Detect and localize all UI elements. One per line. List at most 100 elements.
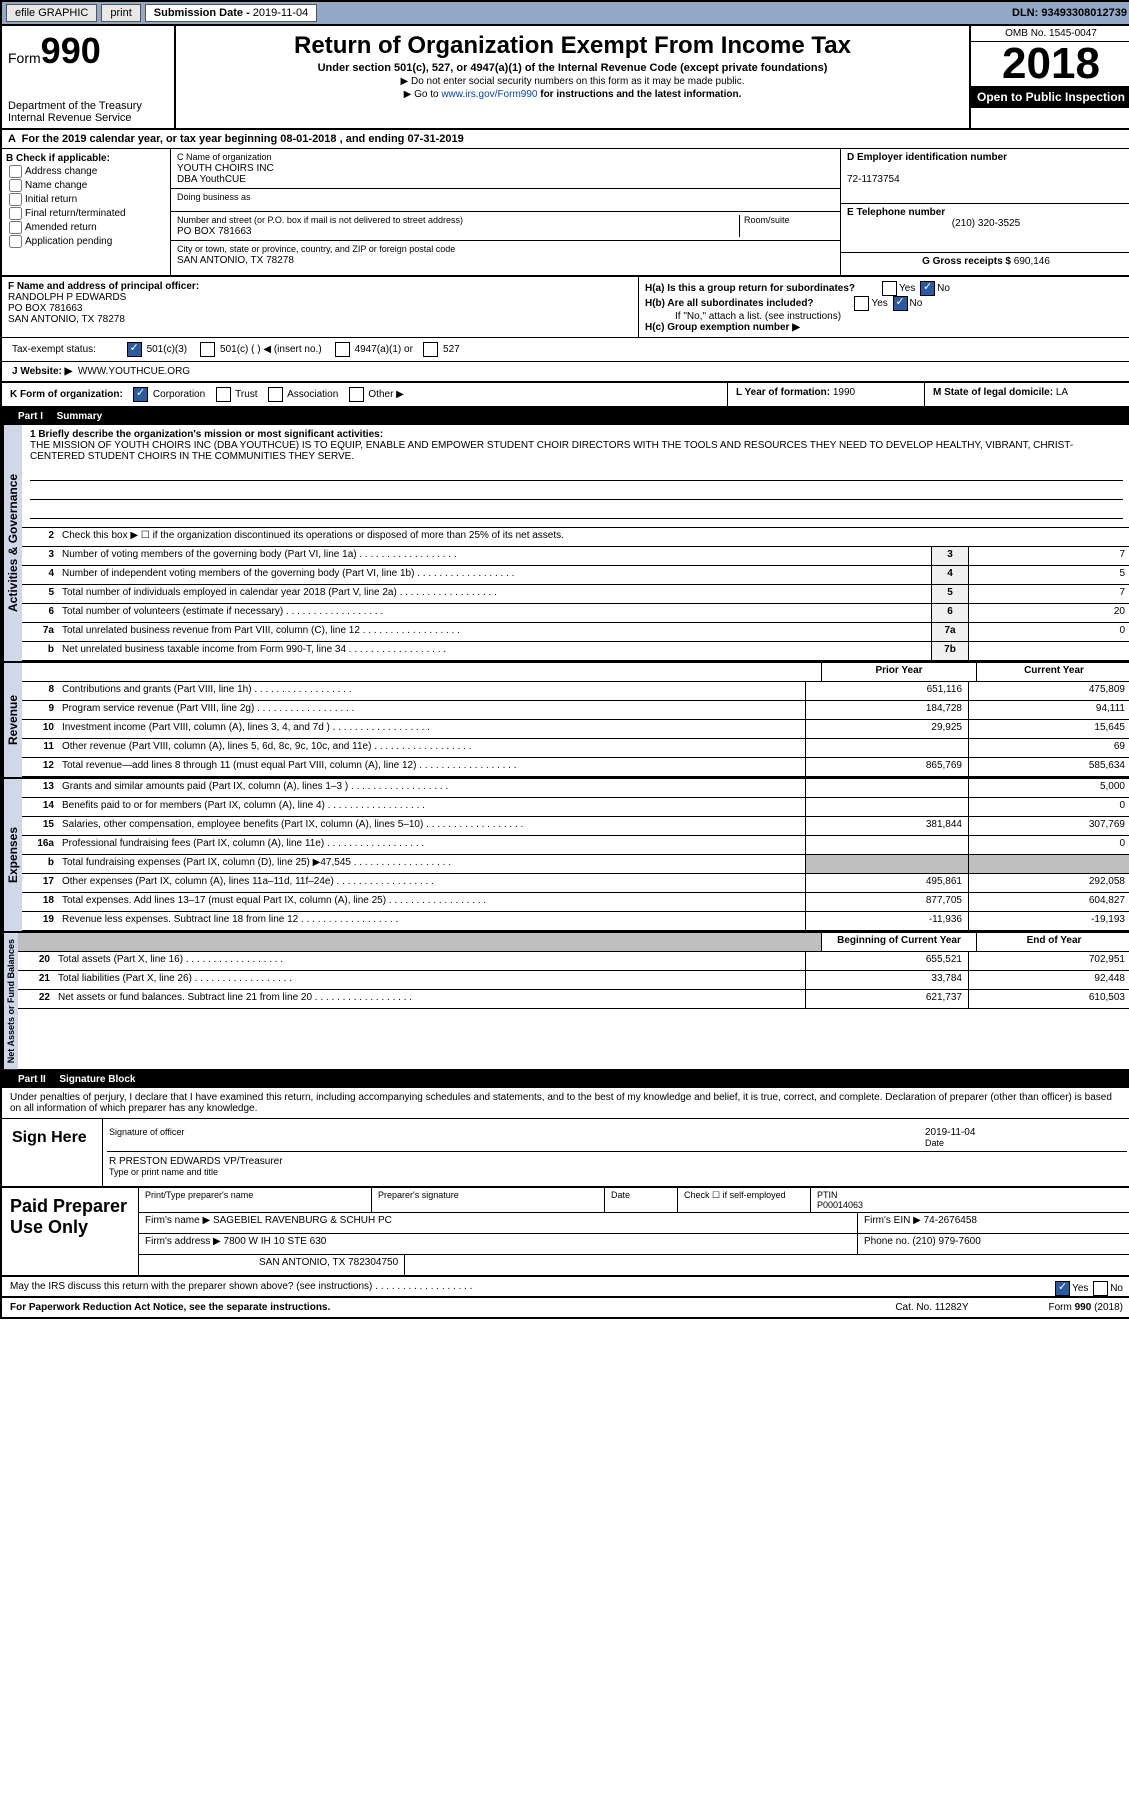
block-b: B Check if applicable: Address change Na… bbox=[2, 149, 171, 275]
sig-name: R PRESTON EDWARDS VP/Treasurer bbox=[109, 1156, 283, 1167]
cb-assoc[interactable] bbox=[268, 387, 283, 402]
cb-amended[interactable]: Amended return bbox=[6, 221, 166, 234]
hb-no[interactable]: ✓ bbox=[893, 296, 908, 311]
col-begin-year: Beginning of Current Year bbox=[821, 933, 976, 951]
efile-badge: efile GRAPHIC bbox=[6, 4, 97, 22]
ha-yes[interactable] bbox=[882, 281, 897, 296]
cb-trust[interactable] bbox=[216, 387, 231, 402]
line-b: bTotal fundraising expenses (Part IX, co… bbox=[22, 855, 1129, 874]
org-name: YOUTH CHOIRS INC bbox=[177, 163, 274, 174]
website-row: J Website: ▶ WWW.YOUTHCUE.ORG bbox=[2, 362, 1129, 383]
line-19: 19Revenue less expenses. Subtract line 1… bbox=[22, 912, 1129, 931]
ha-no[interactable]: ✓ bbox=[920, 281, 935, 296]
cb-initial[interactable]: Initial return bbox=[6, 193, 166, 206]
firm-name: SAGEBIEL RAVENBURG & SCHUH PC bbox=[213, 1215, 392, 1226]
note-link: ▶ Go to www.irs.gov/Form990 for instruct… bbox=[184, 89, 961, 100]
line-2: Check this box ▶ ☐ if the organization d… bbox=[58, 528, 1129, 546]
footer: For Paperwork Reduction Act Notice, see … bbox=[2, 1298, 1129, 1317]
line-16a: 16aProfessional fundraising fees (Part I… bbox=[22, 836, 1129, 855]
discuss-row: May the IRS discuss this return with the… bbox=[2, 1277, 1129, 1298]
tab-net-assets: Net Assets or Fund Balances bbox=[2, 933, 18, 1069]
cb-other[interactable] bbox=[349, 387, 364, 402]
officer-city: SAN ANTONIO, TX 78278 bbox=[8, 314, 125, 325]
prep-sig-hdr: Preparer's signature bbox=[372, 1188, 605, 1212]
ein: 72-1173754 bbox=[847, 174, 900, 185]
line-20: 20Total assets (Part X, line 16)655,5217… bbox=[18, 952, 1129, 971]
col-prior-year: Prior Year bbox=[821, 663, 976, 681]
officer-addr: PO BOX 781663 bbox=[8, 303, 83, 314]
submission-date: Submission Date - 2019-11-04 bbox=[145, 4, 317, 22]
line-13: 13Grants and similar amounts paid (Part … bbox=[22, 779, 1129, 798]
phone-label: E Telephone number bbox=[847, 207, 945, 218]
form-id: Form990 Department of the Treasury Inter… bbox=[2, 26, 176, 128]
cb-address[interactable]: Address change bbox=[6, 165, 166, 178]
sig-date: 2019-11-04 bbox=[925, 1127, 975, 1138]
cb-final[interactable]: Final return/terminated bbox=[6, 207, 166, 220]
hb-yes[interactable] bbox=[854, 296, 869, 311]
tab-revenue: Revenue bbox=[2, 663, 22, 777]
note-ssn: ▶ Do not enter social security numbers o… bbox=[184, 76, 961, 87]
line-4: 4Number of independent voting members of… bbox=[22, 566, 1129, 585]
open-inspection: Open to Public Inspection bbox=[971, 86, 1129, 108]
part2-header: Part II Signature Block bbox=[2, 1071, 1129, 1088]
firm-phone: (210) 979-7600 bbox=[912, 1236, 980, 1247]
line-18: 18Total expenses. Add lines 13–17 (must … bbox=[22, 893, 1129, 912]
org-city: SAN ANTONIO, TX 78278 bbox=[177, 255, 294, 266]
line-15: 15Salaries, other compensation, employee… bbox=[22, 817, 1129, 836]
gross-label: G Gross receipts $ bbox=[922, 256, 1014, 267]
line-17: 17Other expenses (Part IX, column (A), l… bbox=[22, 874, 1129, 893]
block-f: F Name and address of principal officer:… bbox=[2, 277, 639, 337]
ptin: P00014063 bbox=[817, 1200, 863, 1210]
cb-name[interactable]: Name change bbox=[6, 179, 166, 192]
phone: (210) 320-3525 bbox=[847, 218, 1125, 229]
col-end-year: End of Year bbox=[976, 933, 1129, 951]
hc-label: H(c) Group exemption number ▶ bbox=[645, 322, 800, 333]
org-dba: DBA YouthCUE bbox=[177, 174, 246, 185]
mission: 1 Briefly describe the organization's mi… bbox=[22, 425, 1129, 528]
paid-preparer-label: Paid Preparer Use Only bbox=[2, 1188, 139, 1275]
prep-self-hdr: Check ☐ if self-employed bbox=[678, 1188, 811, 1212]
line-7a: 7aTotal unrelated business revenue from … bbox=[22, 623, 1129, 642]
sig-officer-label: Signature of officer bbox=[109, 1127, 925, 1137]
cat-no: Cat. No. 11282Y bbox=[895, 1302, 968, 1313]
line-9: 9Program service revenue (Part VIII, lin… bbox=[22, 701, 1129, 720]
tab-governance: Activities & Governance bbox=[2, 425, 22, 661]
officer-name: RANDOLPH P EDWARDS bbox=[8, 292, 126, 303]
website-url: WWW.YOUTHCUE.ORG bbox=[78, 366, 190, 377]
block-k: K Form of organization: ✓ Corporation Tr… bbox=[2, 383, 728, 406]
form-subtitle: Under section 501(c), 527, or 4947(a)(1)… bbox=[184, 62, 961, 74]
discuss-no[interactable] bbox=[1093, 1281, 1108, 1296]
room-suite: Room/suite bbox=[739, 215, 834, 237]
line-3: 3Number of voting members of the governi… bbox=[22, 547, 1129, 566]
print-button[interactable]: print bbox=[101, 4, 140, 22]
firm-city: SAN ANTONIO, TX 782304750 bbox=[139, 1255, 405, 1275]
cb-501c3[interactable]: ✓ bbox=[127, 342, 142, 357]
cb-527[interactable] bbox=[423, 342, 438, 357]
gross-receipts: 690,146 bbox=[1014, 256, 1050, 267]
top-bar: efile GRAPHIC print Submission Date - 20… bbox=[2, 2, 1129, 26]
cb-corp[interactable]: ✓ bbox=[133, 387, 148, 402]
tab-expenses: Expenses bbox=[2, 779, 22, 931]
prep-name-hdr: Print/Type preparer's name bbox=[139, 1188, 372, 1212]
line-11: 11Other revenue (Part VIII, column (A), … bbox=[22, 739, 1129, 758]
firm-addr: 7800 W IH 10 STE 630 bbox=[224, 1236, 327, 1247]
block-c: C Name of organizationYOUTH CHOIRS INCDB… bbox=[171, 149, 840, 275]
sign-here-label: Sign Here bbox=[2, 1119, 103, 1186]
block-m: M State of legal domicile: LA bbox=[925, 383, 1129, 406]
irs-link[interactable]: www.irs.gov/Form990 bbox=[441, 89, 537, 100]
cb-4947[interactable] bbox=[335, 342, 350, 357]
line-8: 8Contributions and grants (Part VIII, li… bbox=[22, 682, 1129, 701]
penalty-statement: Under penalties of perjury, I declare th… bbox=[2, 1088, 1129, 1119]
form-ref: Form 990 (2018) bbox=[1049, 1302, 1123, 1313]
discuss-yes[interactable]: ✓ bbox=[1055, 1281, 1070, 1296]
dept-treasury: Department of the Treasury Internal Reve… bbox=[8, 100, 168, 124]
dln: DLN: 93493308012739 bbox=[1012, 7, 1127, 19]
block-l: L Year of formation: 1990 bbox=[728, 383, 925, 406]
cb-501c[interactable] bbox=[200, 342, 215, 357]
tax-exempt-row: Tax-exempt status: ✓ 501(c)(3) 501(c) ( … bbox=[2, 338, 1129, 362]
tax-year: 2018 bbox=[971, 42, 1129, 86]
cb-pending[interactable]: Application pending bbox=[6, 235, 166, 248]
org-address: PO BOX 781663 bbox=[177, 226, 252, 237]
line-b: bNet unrelated business taxable income f… bbox=[22, 642, 1129, 661]
tax-period: A For the 2019 calendar year, or tax yea… bbox=[2, 130, 1129, 149]
